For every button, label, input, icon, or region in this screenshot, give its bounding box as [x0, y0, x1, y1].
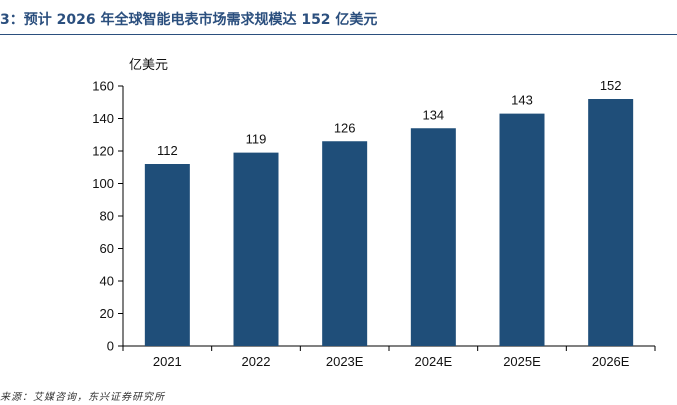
data-label-2021: 112 — [157, 143, 178, 158]
y-tick-label: 100 — [92, 176, 114, 191]
y-tick-label: 120 — [92, 144, 114, 159]
data-label-2023e: 126 — [334, 120, 356, 135]
chart-title: 3：预计 2026 年全球智能电表市场需求规模达 152 亿美元 — [0, 12, 378, 28]
bar-2026e — [588, 99, 634, 346]
x-tick-label-2022: 2022 — [242, 354, 271, 369]
y-tick-label: 40 — [100, 274, 114, 289]
y-axis-unit-label: 亿美元 — [129, 58, 169, 73]
y-tick-label: 160 — [92, 79, 114, 94]
x-tick-label-2026e: 2026E — [592, 354, 630, 369]
x-tick-label-2021: 2021 — [153, 354, 182, 369]
x-tick-label-2024e: 2024E — [415, 354, 453, 369]
y-tick-label: 60 — [100, 241, 114, 256]
title-divider — [0, 34, 677, 35]
y-tick-label: 0 — [107, 339, 114, 354]
x-tick-label-2023e: 2023E — [326, 354, 364, 369]
bar-2024e — [410, 128, 456, 346]
y-tick-label: 140 — [92, 111, 114, 126]
y-tick-label: 80 — [100, 209, 114, 224]
data-label-2024e: 134 — [422, 107, 444, 122]
source-note: 来源：艾媒咨询，东兴证券研究所 — [0, 392, 165, 403]
bar-2025e — [499, 113, 545, 346]
data-label-2026e: 152 — [600, 78, 622, 93]
data-label-2022: 119 — [246, 132, 267, 147]
bar-2022 — [233, 152, 279, 346]
bar-2021 — [144, 164, 190, 346]
data-label-2025e: 143 — [511, 93, 533, 108]
x-tick-label-2025e: 2025E — [503, 354, 541, 369]
bar-2023e — [322, 141, 368, 346]
y-tick-label: 20 — [100, 306, 114, 321]
